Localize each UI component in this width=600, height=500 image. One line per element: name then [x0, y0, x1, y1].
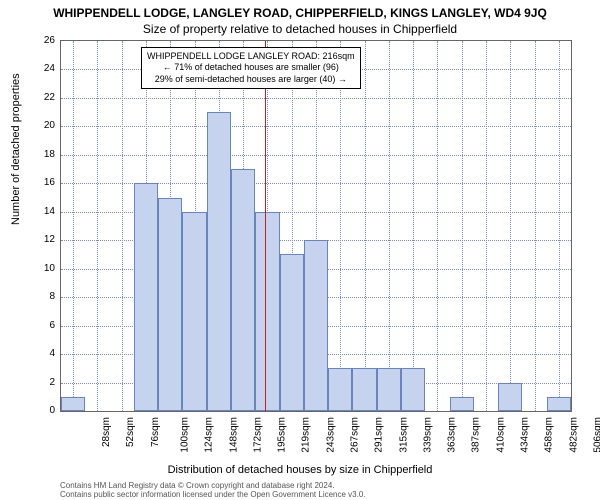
- y-tick-label: 26: [31, 35, 55, 46]
- x-tick-label: 291sqm: [374, 417, 385, 453]
- gridline-vertical: [486, 41, 487, 411]
- chart-title-main: WHIPPENDELL LODGE, LANGLEY ROAD, CHIPPER…: [0, 6, 600, 20]
- gridline-vertical: [122, 41, 123, 411]
- histogram-bar: [450, 397, 474, 411]
- footer-line: Contains public sector information licen…: [60, 490, 366, 499]
- x-tick-label: 52sqm: [125, 417, 136, 447]
- histogram-bar: [352, 368, 376, 411]
- histogram-bar: [255, 212, 279, 411]
- x-tick-label: 434sqm: [520, 417, 531, 453]
- gridline-vertical: [389, 41, 390, 411]
- gridline-vertical: [559, 41, 560, 411]
- annotation-line: ← 71% of detached houses are smaller (96…: [147, 62, 355, 73]
- x-tick-label: 243sqm: [325, 417, 336, 453]
- y-tick-label: 0: [31, 405, 55, 416]
- y-tick-label: 18: [31, 149, 55, 160]
- gridline-vertical: [340, 41, 341, 411]
- x-tick-label: 195sqm: [277, 417, 288, 453]
- chart-title-sub: Size of property relative to detached ho…: [0, 22, 600, 36]
- y-tick-label: 16: [31, 177, 55, 188]
- y-tick-label: 10: [31, 263, 55, 274]
- gridline-vertical: [535, 41, 536, 411]
- histogram-bar: [182, 212, 206, 411]
- x-tick-label: 124sqm: [204, 417, 215, 453]
- x-tick-label: 148sqm: [228, 417, 239, 453]
- annotation-line: 29% of semi-detached houses are larger (…: [147, 74, 355, 85]
- y-axis-label: Number of detached properties: [10, 73, 22, 225]
- histogram-bar: [328, 368, 352, 411]
- histogram-bar: [61, 397, 85, 411]
- x-tick-label: 172sqm: [252, 417, 263, 453]
- histogram-bar: [498, 383, 522, 411]
- footer-line: Contains HM Land Registry data © Crown c…: [60, 481, 335, 490]
- plot-area: 0246810121416182022242628sqm52sqm76sqm10…: [60, 40, 572, 412]
- gridline-vertical: [365, 41, 366, 411]
- chart-container: WHIPPENDELL LODGE, LANGLEY ROAD, CHIPPER…: [0, 0, 600, 500]
- x-tick-label: 28sqm: [101, 417, 112, 447]
- y-tick-label: 6: [31, 320, 55, 331]
- x-tick-label: 76sqm: [150, 417, 161, 447]
- x-axis-label: Distribution of detached houses by size …: [0, 464, 600, 476]
- histogram-bar: [134, 183, 158, 411]
- y-tick-label: 4: [31, 348, 55, 359]
- histogram-bar: [401, 368, 425, 411]
- y-tick-label: 24: [31, 63, 55, 74]
- histogram-bar: [158, 198, 182, 411]
- x-tick-label: 100sqm: [180, 417, 191, 453]
- histogram-bar: [377, 368, 401, 411]
- y-tick-label: 2: [31, 377, 55, 388]
- histogram-bar: [207, 112, 231, 411]
- y-tick-label: 8: [31, 291, 55, 302]
- histogram-bar: [280, 254, 304, 411]
- x-tick-label: 219sqm: [301, 417, 312, 453]
- x-tick-label: 410sqm: [495, 417, 506, 453]
- reference-line: [265, 41, 266, 411]
- gridline-vertical: [462, 41, 463, 411]
- y-tick-label: 20: [31, 120, 55, 131]
- x-tick-label: 339sqm: [422, 417, 433, 453]
- x-tick-label: 363sqm: [447, 417, 458, 453]
- annotation-box: WHIPPENDELL LODGE LANGLEY ROAD: 216sqm ←…: [141, 47, 361, 89]
- x-tick-label: 315sqm: [398, 417, 409, 453]
- histogram-bar: [547, 397, 571, 411]
- gridline-vertical: [437, 41, 438, 411]
- y-tick-label: 14: [31, 206, 55, 217]
- x-tick-label: 267sqm: [350, 417, 361, 453]
- gridline-vertical: [510, 41, 511, 411]
- x-tick-label: 387sqm: [471, 417, 482, 453]
- y-tick-label: 12: [31, 234, 55, 245]
- histogram-bar: [231, 169, 255, 411]
- x-tick-label: 506sqm: [592, 417, 600, 453]
- y-tick-label: 22: [31, 92, 55, 103]
- annotation-line: WHIPPENDELL LODGE LANGLEY ROAD: 216sqm: [147, 51, 355, 62]
- gridline-vertical: [413, 41, 414, 411]
- x-tick-label: 458sqm: [544, 417, 555, 453]
- gridline-vertical: [73, 41, 74, 411]
- x-tick-label: 482sqm: [568, 417, 579, 453]
- histogram-bar: [304, 240, 328, 411]
- gridline-vertical: [97, 41, 98, 411]
